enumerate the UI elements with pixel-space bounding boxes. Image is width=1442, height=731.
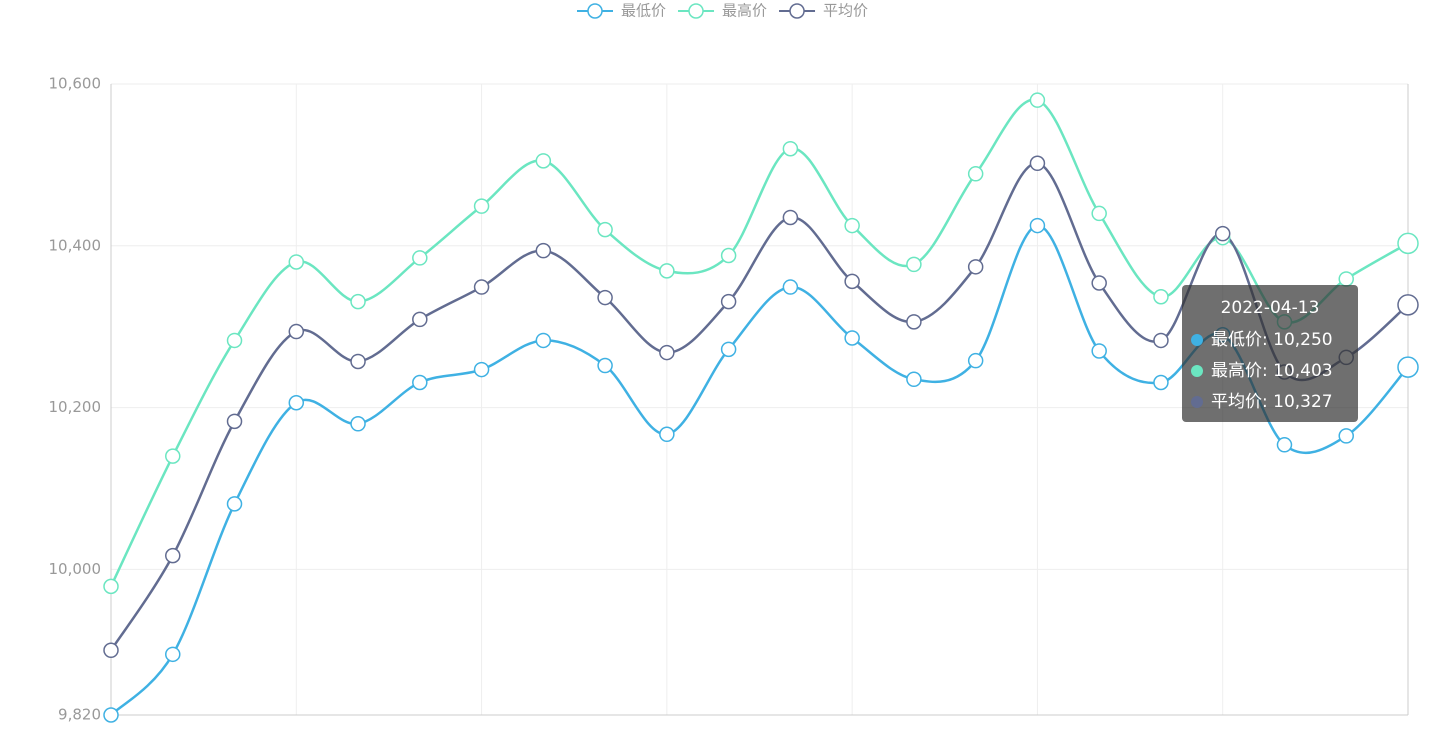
legend-icon <box>587 3 603 19</box>
data-point <box>659 263 675 279</box>
data-point <box>967 352 984 369</box>
data-point <box>1091 275 1107 291</box>
data-point <box>844 330 860 346</box>
data-point <box>473 361 490 378</box>
tooltip-dot <box>1191 365 1203 377</box>
data-point <box>350 416 366 432</box>
data-point <box>350 353 366 370</box>
data-point <box>288 394 305 411</box>
data-point <box>597 289 613 306</box>
tooltip-row: 最低价: 10,250 <box>1211 330 1333 350</box>
data-point <box>1397 232 1419 255</box>
data-point <box>1153 332 1169 349</box>
data-point <box>720 247 737 264</box>
data-point <box>906 314 922 330</box>
data-point <box>1029 92 1046 108</box>
y-tick-label: 10,600 <box>49 75 102 93</box>
y-tick-label: 10,000 <box>49 560 102 578</box>
data-point <box>1029 155 1046 172</box>
data-point <box>288 254 305 270</box>
legend-label: 最高价 <box>722 2 767 20</box>
legend-label: 平均价 <box>823 2 868 20</box>
legend-icon <box>789 3 805 19</box>
data-point <box>1276 437 1293 453</box>
tooltip-title: 2022-04-13 <box>1221 298 1320 318</box>
data-point <box>226 332 243 349</box>
data-point <box>350 293 366 310</box>
tooltip-row: 最高价: 10,403 <box>1211 361 1333 381</box>
y-tick-label: 10,400 <box>49 236 102 254</box>
data-point <box>1397 356 1419 378</box>
data-point <box>535 153 552 169</box>
data-point <box>720 341 737 358</box>
data-point <box>226 413 243 430</box>
data-point <box>412 374 428 391</box>
data-point <box>906 256 922 273</box>
data-point <box>473 198 490 214</box>
data-point <box>967 166 984 182</box>
data-point <box>165 646 181 663</box>
data-point <box>844 217 860 234</box>
data-point <box>1153 289 1169 305</box>
y-tick-label: 9,820 <box>58 706 101 724</box>
data-point <box>1091 205 1107 222</box>
data-point <box>103 642 119 659</box>
data-point <box>103 707 119 723</box>
data-point <box>597 221 613 238</box>
data-point <box>659 426 675 443</box>
data-point <box>597 357 613 374</box>
data-point <box>103 578 119 595</box>
data-point <box>906 371 922 388</box>
data-point <box>412 250 428 266</box>
data-point <box>659 344 675 361</box>
data-point <box>226 496 243 512</box>
data-point <box>165 547 181 564</box>
data-point <box>782 209 799 226</box>
data-point <box>782 140 799 157</box>
data-point <box>1338 271 1354 287</box>
data-point <box>1153 374 1169 391</box>
legend: 最低价 最高价 平均价 <box>577 2 868 20</box>
data-point <box>1214 225 1231 242</box>
tooltip-dot <box>1191 396 1203 408</box>
y-tick-label: 10,200 <box>49 398 102 416</box>
data-point <box>535 242 552 259</box>
data-point <box>782 279 799 295</box>
tooltip-dot <box>1191 334 1203 346</box>
tooltip-box <box>1182 285 1358 422</box>
data-point <box>288 323 305 340</box>
data-point <box>412 311 428 328</box>
data-point <box>844 273 860 290</box>
data-point <box>1397 294 1419 316</box>
data-point <box>720 293 737 310</box>
data-point <box>1091 343 1107 359</box>
data-point <box>535 332 552 349</box>
data-point <box>1029 217 1046 234</box>
tooltip: 2022-04-13 最低价: 10,250 最高价: 10,403 平均价: 10,… <box>1182 285 1358 422</box>
data-point <box>967 259 984 275</box>
tooltip-row: 平均价: 10,327 <box>1211 392 1333 412</box>
legend-icon <box>688 3 704 19</box>
data-point <box>165 448 181 464</box>
data-point <box>1338 428 1354 444</box>
legend-label: 最低价 <box>621 2 666 20</box>
data-point <box>473 279 490 295</box>
